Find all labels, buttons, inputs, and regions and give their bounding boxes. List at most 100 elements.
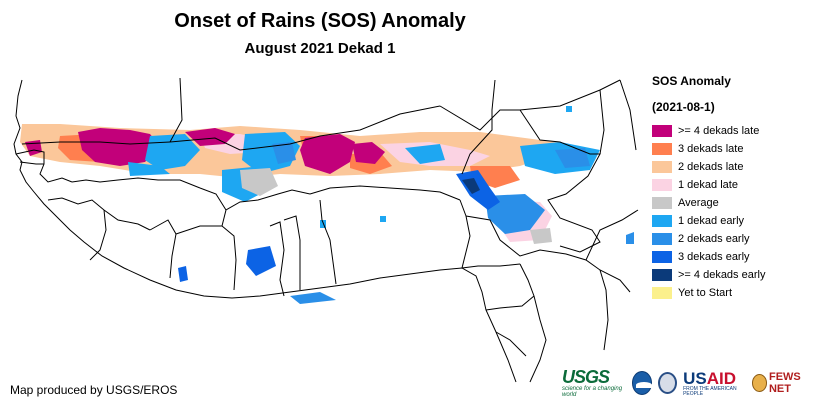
usaid-tagline: FROM THE AMERICAN PEOPLE <box>683 385 737 397</box>
legend-item: 1 dekad late <box>652 176 812 194</box>
legend-label: 3 dekads early <box>678 251 750 263</box>
anomaly-2-dekads-early <box>290 292 336 304</box>
border <box>199 187 227 211</box>
border <box>71 177 201 189</box>
anomaly-4-dekads-early <box>462 178 480 194</box>
border <box>461 263 521 269</box>
border <box>465 215 631 293</box>
map-credit: Map produced by USGS/EROS <box>10 383 178 397</box>
map-canvas <box>13 77 639 383</box>
border <box>269 221 285 297</box>
legend-item: Yet to Start <box>652 284 812 302</box>
border <box>459 199 471 269</box>
legend-swatch <box>652 215 672 227</box>
legend-label: 1 dekad early <box>678 215 745 227</box>
legend: SOS Anomaly (2021-08-1) >= 4 dekads late… <box>652 74 812 302</box>
legend-swatch <box>652 125 672 137</box>
border <box>485 295 535 311</box>
border <box>149 219 177 279</box>
legend-item: 1 dekad early <box>652 212 812 230</box>
border <box>15 149 73 183</box>
border <box>309 185 461 201</box>
border <box>619 79 637 151</box>
legend-swatch <box>652 287 672 299</box>
border <box>169 77 183 143</box>
anomaly-average <box>530 228 552 244</box>
legend-swatch <box>652 251 672 263</box>
legend-label: 2 dekads early <box>678 233 750 245</box>
border <box>47 197 151 231</box>
border <box>519 263 547 383</box>
anomaly-4-dekads-late <box>300 134 355 174</box>
usgs-logo[interactable]: USGS science for a changing world <box>562 368 626 398</box>
anomaly-1-dekad-early <box>128 162 170 176</box>
legend-item: >= 4 dekads early <box>652 266 812 284</box>
border <box>461 79 496 175</box>
border <box>21 141 171 145</box>
legend-date: (2021-08-1) <box>652 100 715 114</box>
anomaly-2-dekads-early <box>272 142 296 164</box>
anomaly-3-dekads-early <box>178 266 188 282</box>
legend-swatch <box>652 143 672 155</box>
legend-label: Yet to Start <box>678 287 733 299</box>
legend-item: 3 dekads late <box>652 140 812 158</box>
usaid-wordmark: USAID <box>683 370 746 387</box>
usaid-logo[interactable]: USAID FROM THE AMERICAN PEOPLE <box>683 370 746 397</box>
border <box>599 269 609 351</box>
anomaly-2-dekads-early <box>555 148 590 168</box>
anomaly-layer <box>20 106 634 304</box>
border <box>585 209 639 261</box>
legend-label: 3 dekads late <box>678 143 744 155</box>
border <box>175 225 237 291</box>
usaid-suffix: AID <box>706 368 736 388</box>
legend-swatch <box>652 197 672 209</box>
legend-swatch <box>652 179 672 191</box>
border <box>89 209 107 261</box>
logo-strip: USGS science for a changing world USAID … <box>562 368 816 398</box>
border <box>19 161 44 165</box>
legend-label: >= 4 dekads late <box>678 125 760 137</box>
border <box>495 331 527 357</box>
anomaly-3-dekads-early <box>246 246 276 276</box>
usgs-wordmark: USGS <box>562 367 610 387</box>
noaa-logo-icon[interactable] <box>631 371 653 395</box>
legend-item: 2 dekads early <box>652 230 812 248</box>
anomaly-4-dekads-late <box>78 128 160 166</box>
legend-item: Average <box>652 194 812 212</box>
anomaly-average <box>240 168 278 196</box>
legend-label: Average <box>678 197 719 209</box>
border <box>519 109 601 253</box>
anomaly-2-dekads-early <box>626 232 634 244</box>
border <box>599 89 605 155</box>
anomaly-2-dekads-early <box>485 194 545 234</box>
map-subtitle: August 2021 Dekad 1 <box>244 40 396 57</box>
anomaly-1-dekad-early <box>405 144 445 164</box>
fews-globe-icon <box>751 374 767 392</box>
coastline <box>13 79 517 383</box>
legend-item: >= 4 dekads late <box>652 122 812 140</box>
map-title: Onset of Rains (SOS) Anomaly <box>174 10 466 32</box>
legend-swatch <box>652 233 672 245</box>
legend-label: >= 4 dekads early <box>678 269 766 281</box>
legend-item: 3 dekads early <box>652 248 812 266</box>
legend-swatch <box>652 161 672 173</box>
anomaly-1-dekad-early <box>380 216 386 222</box>
usaid-prefix: US <box>683 368 707 388</box>
legend-items: >= 4 dekads late 3 dekads late 2 dekads … <box>652 122 812 302</box>
border <box>319 199 337 285</box>
legend-swatch <box>652 269 672 281</box>
country-borders <box>13 77 639 383</box>
border <box>169 105 441 151</box>
usda-seal-icon[interactable] <box>658 372 678 394</box>
legend-label: 1 dekad late <box>678 179 738 191</box>
legend-title: SOS Anomaly <box>652 74 731 88</box>
anomaly-4-dekads-late <box>352 142 385 164</box>
legend-label: 2 dekads late <box>678 161 744 173</box>
anomaly-1-dekad-early <box>242 132 300 174</box>
anomaly-1-dekad-early <box>566 106 572 112</box>
legend-item: 2 dekads late <box>652 158 812 176</box>
border <box>283 215 301 290</box>
border <box>439 79 621 131</box>
fews-net-logo[interactable]: FEWS NET <box>751 371 816 395</box>
fews-wordmark: FEWS NET <box>768 371 801 395</box>
